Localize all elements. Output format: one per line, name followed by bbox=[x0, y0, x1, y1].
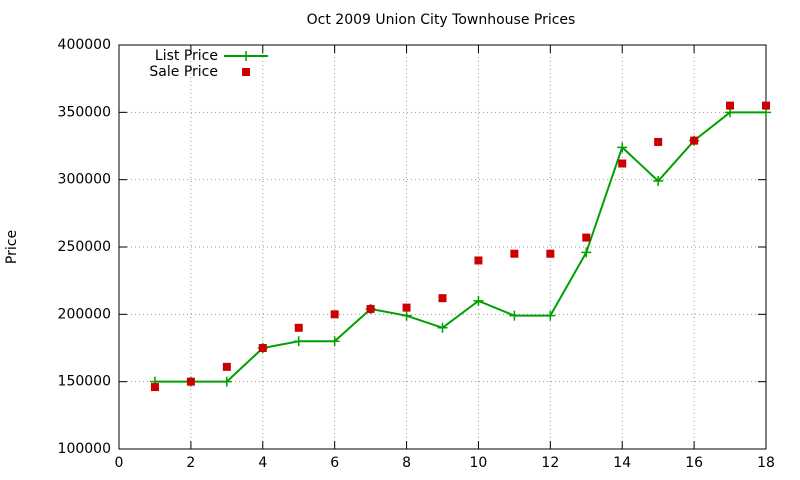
point-marker bbox=[293, 336, 304, 347]
x-tick-label: 2 bbox=[186, 455, 195, 471]
legend-marker bbox=[241, 51, 251, 61]
y-tick-label: 200000 bbox=[58, 306, 111, 322]
point-marker bbox=[618, 159, 627, 168]
point-marker bbox=[221, 376, 232, 387]
point-marker bbox=[617, 142, 628, 153]
legend-label: Sale Price bbox=[149, 64, 218, 80]
x-tick-label: 12 bbox=[541, 455, 559, 471]
point-marker bbox=[294, 323, 303, 332]
point-marker bbox=[329, 336, 340, 347]
point-marker bbox=[581, 247, 592, 258]
point-marker bbox=[654, 137, 663, 146]
point-marker bbox=[726, 101, 735, 110]
y-tick-label: 150000 bbox=[58, 374, 111, 390]
y-axis-label: Price bbox=[4, 230, 20, 264]
point-marker bbox=[330, 310, 339, 319]
point-marker bbox=[366, 304, 375, 313]
x-tick-label: 8 bbox=[402, 455, 411, 471]
legend-label: List Price bbox=[155, 48, 218, 64]
chart-title: Oct 2009 Union City Townhouse Prices bbox=[307, 12, 576, 28]
point-marker bbox=[653, 176, 664, 187]
y-tick-label: 400000 bbox=[58, 37, 111, 53]
point-marker bbox=[545, 310, 556, 321]
y-tick-label: 100000 bbox=[58, 441, 111, 457]
point-marker bbox=[510, 249, 519, 258]
legend-marker bbox=[242, 68, 250, 76]
y-tick-label: 250000 bbox=[58, 239, 111, 255]
point-marker bbox=[474, 256, 483, 265]
point-marker bbox=[402, 303, 411, 312]
x-tick-label: 16 bbox=[685, 455, 703, 471]
point-marker bbox=[222, 362, 231, 371]
point-marker bbox=[150, 383, 159, 392]
point-marker bbox=[186, 377, 195, 386]
point-marker bbox=[438, 294, 447, 303]
point-marker bbox=[509, 310, 520, 321]
x-tick-label: 18 bbox=[757, 455, 775, 471]
x-tick-label: 0 bbox=[115, 455, 124, 471]
x-tick-label: 10 bbox=[470, 455, 488, 471]
point-marker bbox=[473, 295, 484, 306]
point-marker bbox=[437, 322, 448, 333]
point-marker bbox=[401, 310, 412, 321]
x-tick-label: 14 bbox=[613, 455, 631, 471]
plot-frame bbox=[118, 44, 767, 450]
y-tick-label: 350000 bbox=[58, 104, 111, 120]
point-marker bbox=[582, 233, 591, 242]
line bbox=[154, 111, 766, 383]
point-marker bbox=[546, 249, 555, 258]
point-marker bbox=[762, 101, 770, 110]
point-marker bbox=[258, 344, 267, 352]
point-marker bbox=[690, 136, 699, 145]
x-tick-label: 6 bbox=[330, 455, 339, 471]
y-tick-label: 300000 bbox=[58, 172, 111, 188]
x-tick-label: 4 bbox=[258, 455, 267, 471]
